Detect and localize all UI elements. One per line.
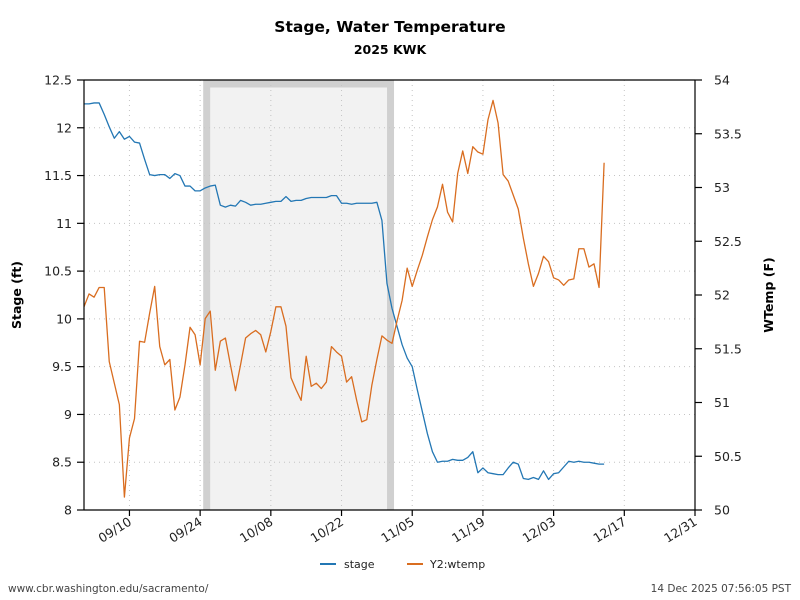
- y2-tick-label: 54: [714, 73, 730, 88]
- y-tick-label: 10: [56, 311, 72, 326]
- y2-tick-label: 52: [714, 288, 730, 303]
- y-tick-label: 12.5: [44, 73, 72, 88]
- grid: [84, 80, 695, 510]
- y2-tick-label: 50: [714, 503, 730, 518]
- x-tick-label: 09/24: [166, 514, 205, 546]
- x-tick-label: 10/08: [237, 514, 276, 546]
- y2-axis-title: WTemp (F): [761, 257, 776, 332]
- x-tick-label: 11/19: [449, 514, 488, 546]
- legend-label-wtemp: Y2:wtemp: [429, 558, 485, 571]
- source-url: www.cbr.washington.edu/sacramento/: [8, 583, 209, 595]
- generated-timestamp: 14 Dec 2025 07:56:05 PST: [651, 583, 792, 595]
- y-tick-label: 8: [64, 503, 72, 518]
- y-tick-label: 9.5: [52, 359, 72, 374]
- y-tick-label: 8.5: [52, 455, 72, 470]
- y-tick-label: 12: [56, 120, 72, 135]
- axes: [77, 79, 702, 516]
- legend-label-stage: stage: [344, 558, 375, 571]
- legend: stage Y2:wtemp: [320, 558, 485, 571]
- y-axis-title: Stage (ft): [9, 261, 24, 329]
- x-tick-label: 11/05: [378, 514, 417, 546]
- y2-tick-label: 51: [714, 395, 730, 410]
- y-tick-label: 11: [56, 216, 72, 231]
- x-tick-label: 10/22: [308, 514, 347, 546]
- chart-subtitle: 2025 KWK: [354, 42, 428, 57]
- y2-tick-label: 53.5: [714, 126, 742, 141]
- y2-tick-label: 51.5: [714, 341, 742, 356]
- x-tick-label: 12/31: [661, 514, 700, 546]
- y2-tick-label: 52.5: [714, 234, 742, 249]
- series-line-wtemp: [84, 99, 605, 498]
- shaded-region-layer: [203, 80, 395, 510]
- series-layer: [84, 99, 605, 498]
- shaded-region: [203, 80, 395, 510]
- y2-tick-label: 50.5: [714, 449, 742, 464]
- y-tick-label: 11.5: [44, 168, 72, 183]
- chart-title: Stage, Water Temperature: [274, 18, 505, 36]
- series-line-stage: [84, 102, 605, 481]
- legend-item-wtemp: Y2:wtemp: [407, 558, 485, 571]
- y2-tick-label: 53: [714, 180, 730, 195]
- y-tick-label: 10.5: [44, 264, 72, 279]
- x-tick-label: 12/17: [590, 514, 629, 546]
- x-tick-label: 09/10: [96, 514, 135, 546]
- legend-item-stage: stage: [320, 558, 375, 571]
- y-tick-label: 9: [64, 407, 72, 422]
- x-tick-label: 12/03: [520, 514, 559, 546]
